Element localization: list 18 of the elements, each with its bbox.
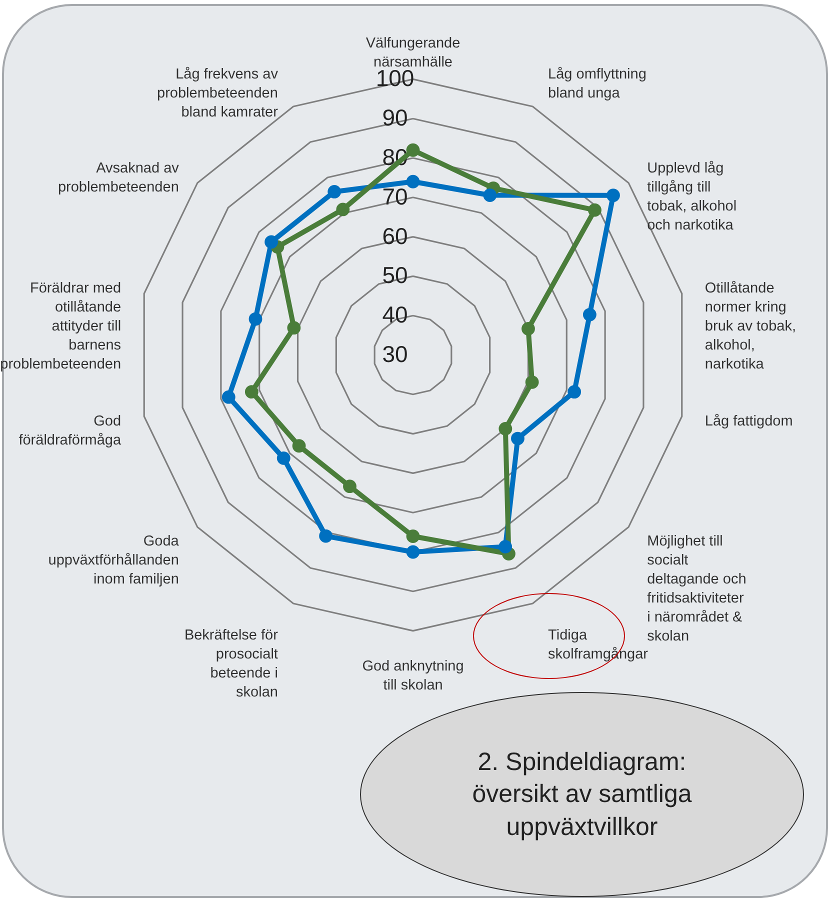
text: 2. Spindeldiagram: översikt av samtliga uppväxtvillkor xyxy=(360,692,804,897)
spoke-label: Avsaknad av problembeteenden xyxy=(58,160,180,196)
spoke-label: Goda uppväxtförhållanden inom familjen xyxy=(48,534,180,588)
spoke-label: Möjlighet till socialt deltagande och fritidsaktiviteter i närområdet & skolan xyxy=(647,534,746,645)
spoke-label: God anknytning till skolan xyxy=(362,658,464,694)
spoke-label: Låg frekvens av problembeteenden bland kamrater xyxy=(157,66,279,121)
spoke-label: Låg omflyttning bland unga xyxy=(548,66,646,102)
spoke-label: Bekräftelse för prosocialt beteende i skolan xyxy=(184,627,278,700)
spoke-label: Låg fattigdom xyxy=(704,414,793,430)
y-tick-label: 50 xyxy=(382,262,408,288)
spoke-label: Otillåtande normer kring bruk av tobak, alkohol, narkotika xyxy=(704,280,796,372)
y-tick-label: 90 xyxy=(382,104,408,131)
spoke-label: Föräldrar med otillåtande attityder till barnens problembeteenden xyxy=(0,280,122,372)
y-tick-label: 70 xyxy=(382,183,408,210)
y-tick-label: 30 xyxy=(382,341,408,367)
y-tick-label: 60 xyxy=(382,222,408,249)
spoke-label: God föräldraförmåga xyxy=(18,414,122,449)
y-tick-label: 40 xyxy=(382,302,408,328)
